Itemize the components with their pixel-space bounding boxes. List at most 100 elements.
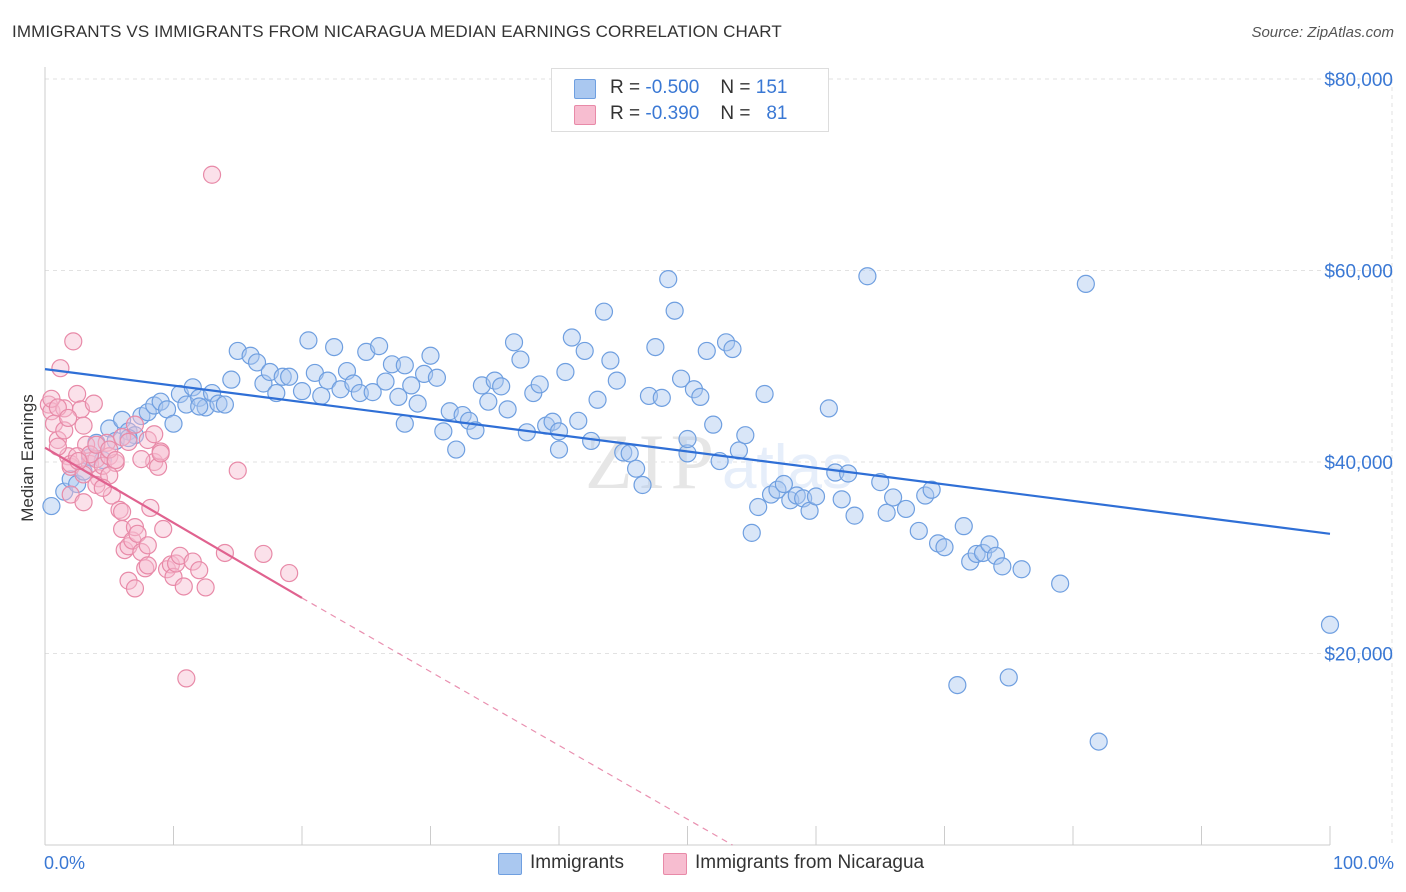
data-point: [254, 374, 273, 393]
data-point: [382, 355, 402, 374]
data-point: [427, 368, 447, 387]
data-point: [138, 536, 157, 555]
data-point: [543, 412, 562, 431]
source-label: Source: ZipAtlas.com: [1251, 24, 1394, 41]
data-point: [562, 328, 581, 347]
r-label: R =: [610, 77, 641, 98]
data-point: [112, 502, 132, 521]
data-point: [980, 535, 999, 554]
data-point: [110, 500, 129, 519]
data-point: [273, 367, 292, 386]
data-point: [136, 559, 155, 578]
data-point: [948, 675, 967, 695]
data-point: [498, 400, 517, 419]
data-point: [883, 488, 903, 507]
data-point: [145, 425, 164, 444]
data-point: [376, 372, 395, 391]
data-point: [575, 341, 594, 361]
data-point: [511, 350, 530, 369]
trend-line: [44, 368, 1331, 535]
data-point: [222, 370, 241, 389]
data-point: [299, 331, 318, 350]
data-point: [247, 353, 267, 372]
data-point: [241, 346, 260, 365]
data-point: [125, 415, 145, 434]
data-point: [402, 376, 421, 395]
x-tick-label: 0.0%: [44, 853, 85, 873]
data-point: [659, 270, 678, 289]
data-point: [190, 397, 209, 416]
data-point: [935, 538, 954, 557]
data-point: [48, 430, 67, 450]
n-value: 151: [755, 77, 788, 98]
data-point: [74, 493, 93, 512]
data-point: [704, 415, 723, 434]
data-point: [601, 351, 620, 370]
data-point: [312, 386, 331, 406]
data-point: [389, 387, 408, 406]
bottom-legend-label-immigrants: Immigrants: [530, 852, 624, 873]
data-point: [128, 524, 147, 543]
data-point: [164, 414, 183, 433]
data-point: [325, 338, 344, 357]
data-point: [363, 383, 382, 402]
data-point: [858, 267, 877, 286]
data-point: [620, 444, 639, 463]
trend-line-extension: [301, 597, 733, 846]
data-point: [350, 383, 369, 403]
data-point: [138, 403, 157, 422]
data-point: [626, 459, 646, 478]
data-point: [909, 521, 928, 541]
data-point: [896, 499, 916, 519]
x-tick-label: 100.0%: [1333, 853, 1394, 873]
data-point: [280, 563, 299, 583]
data-point: [819, 399, 838, 418]
data-point: [871, 473, 890, 492]
data-point: [697, 341, 716, 361]
data-point: [100, 440, 119, 459]
data-point: [228, 461, 247, 480]
data-point: [504, 333, 524, 352]
data-point: [665, 301, 684, 320]
data-point: [1076, 274, 1095, 294]
r-value: -0.390: [645, 103, 700, 124]
data-point: [646, 338, 665, 357]
data-point: [64, 332, 83, 351]
legend-swatch-nicaragua: [574, 105, 596, 125]
data-point: [742, 523, 761, 542]
watermark-atlas: atlas: [722, 433, 853, 502]
data-point: [986, 546, 1006, 565]
data-point: [569, 411, 588, 430]
data-point: [84, 394, 103, 413]
data-point: [1012, 560, 1031, 579]
data-point: [749, 497, 768, 517]
data-point: [151, 444, 170, 463]
data-point: [280, 367, 299, 386]
data-point: [877, 503, 896, 522]
r-value: -0.500: [645, 77, 700, 98]
data-point: [209, 394, 228, 413]
data-point: [138, 556, 157, 575]
data-point: [292, 382, 312, 401]
bottom-legend-swatch-nicaragua: [663, 853, 687, 875]
data-point: [993, 557, 1012, 576]
bottom-legend-swatch-immigrants: [498, 853, 522, 875]
data-point: [479, 392, 498, 411]
r-label: R =: [610, 103, 641, 124]
data-point: [736, 426, 755, 445]
data-point: [344, 374, 363, 393]
data-point: [254, 544, 273, 564]
data-point: [723, 339, 742, 359]
n-value: 81: [766, 103, 788, 124]
data-point: [395, 414, 414, 433]
data-point: [42, 496, 61, 516]
data-point: [1089, 732, 1108, 751]
data-point: [196, 578, 215, 597]
data-point: [755, 384, 774, 404]
data-point: [177, 669, 196, 688]
y-tick-label: $60,000: [1324, 262, 1393, 283]
data-point: [549, 440, 569, 459]
data-point: [1320, 615, 1340, 634]
y-tick-label: $40,000: [1324, 453, 1393, 474]
